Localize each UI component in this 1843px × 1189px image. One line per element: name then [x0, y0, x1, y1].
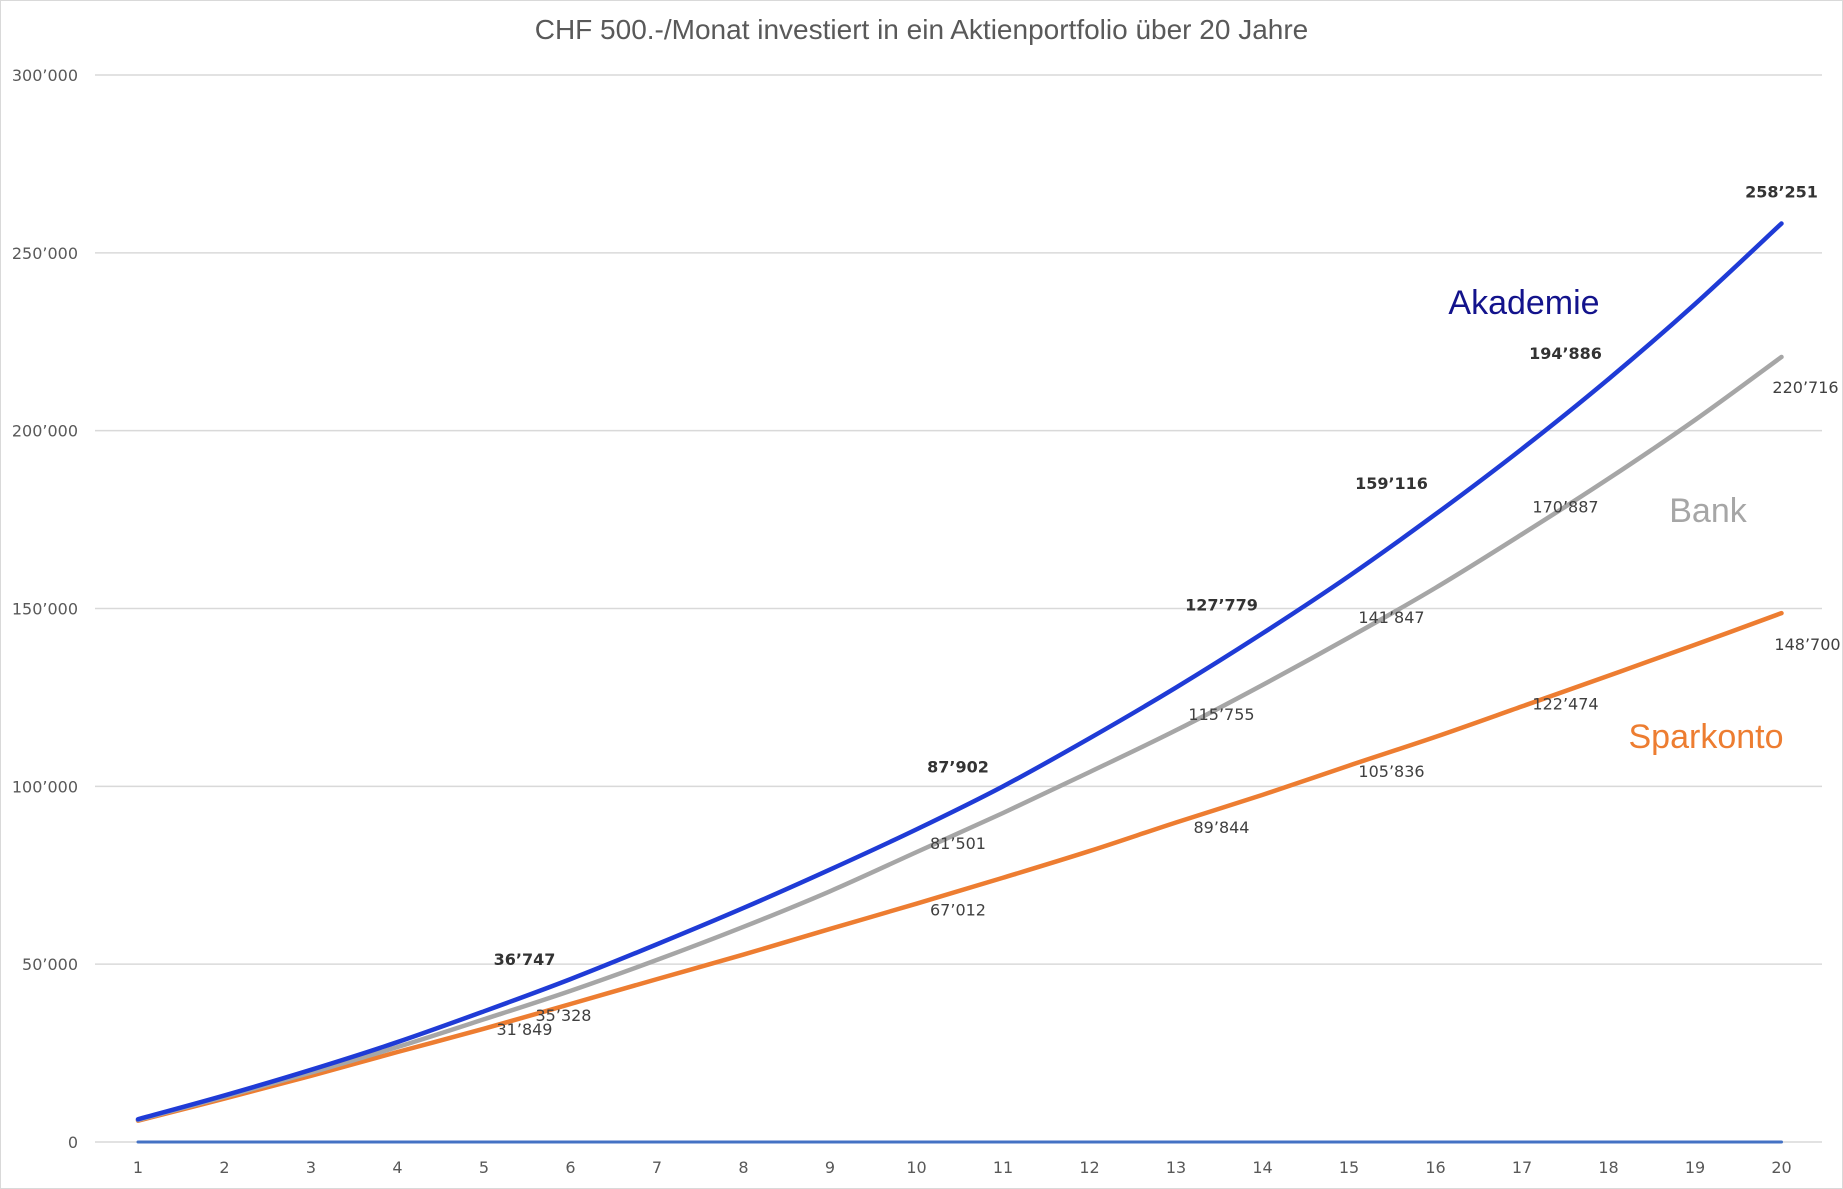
- data-label: 159’116: [1355, 474, 1428, 493]
- x-tick-label: 14: [1252, 1158, 1272, 1177]
- gridlines: [95, 74, 1822, 1143]
- data-label: 127’779: [1185, 595, 1258, 614]
- y-tick-label: 250’000: [12, 244, 78, 263]
- data-label: 36’747: [494, 950, 556, 969]
- x-axis-ticks: 1 2 3 4 5 6 7 8 9 10 11 12 13 14 15 16 17 18 19 20: [133, 1158, 1792, 1177]
- x-tick-label: 4: [392, 1158, 402, 1177]
- data-label: 67’012: [930, 901, 986, 920]
- x-tick-label: 16: [1425, 1158, 1445, 1177]
- series-line-bank: [135, 354, 1784, 1123]
- series-name-label: Sparkonto: [1629, 718, 1784, 756]
- data-label: 35’328: [536, 1006, 592, 1025]
- data-label: 105’836: [1358, 762, 1424, 781]
- x-tick-label: 17: [1512, 1158, 1532, 1177]
- data-label: 87’902: [927, 757, 989, 776]
- data-label: 141’847: [1358, 608, 1424, 627]
- data-label: 115’755: [1188, 705, 1254, 724]
- data-label: 31’849: [497, 1020, 553, 1039]
- x-tick-label: 8: [738, 1158, 748, 1177]
- x-tick-label: 10: [906, 1158, 926, 1177]
- data-label: 220’716: [1772, 378, 1838, 397]
- data-label: 170’887: [1532, 498, 1598, 517]
- data-label: 194’886: [1529, 344, 1602, 363]
- x-tick-label: 11: [993, 1158, 1013, 1177]
- data-label: 89’844: [1194, 818, 1250, 837]
- data-label: 148’700: [1774, 635, 1840, 654]
- series-lines: [135, 221, 1784, 1144]
- series-line-akademie: [135, 221, 1784, 1122]
- y-tick-label: 300’000: [12, 66, 78, 85]
- x-tick-label: 2: [219, 1158, 229, 1177]
- x-tick-label: 13: [1166, 1158, 1186, 1177]
- x-tick-label: 12: [1079, 1158, 1099, 1177]
- y-tick-label: 150’000: [12, 600, 78, 619]
- x-tick-label: 19: [1685, 1158, 1705, 1177]
- series-name-label: Akademie: [1448, 284, 1599, 322]
- y-tick-label: 0: [68, 1133, 78, 1152]
- x-tick-label: 15: [1339, 1158, 1359, 1177]
- y-axis-ticks: 0 50’000 100’000 150’000 200’000 250’000 300’0…: [12, 66, 78, 1152]
- x-tick-label: 5: [479, 1158, 489, 1177]
- x-tick-label: 18: [1598, 1158, 1618, 1177]
- x-tick-label: 3: [306, 1158, 316, 1177]
- data-label: 258’251: [1745, 182, 1818, 201]
- data-label: 122’474: [1532, 695, 1598, 714]
- x-tick-label: 9: [825, 1158, 835, 1177]
- series-name-label: Bank: [1669, 492, 1747, 530]
- series-names: Akademie Bank Sparkonto: [1448, 284, 1783, 756]
- x-tick-label: 20: [1771, 1158, 1791, 1177]
- x-tick-label: 6: [565, 1158, 575, 1177]
- chart-title: CHF 500.-/Monat investiert in ein Aktien…: [534, 14, 1309, 45]
- data-labels: 36’747 87’902 127’779 159’116 194’886 258’251…: [494, 182, 1841, 1039]
- series-line-sparkonto: [135, 610, 1784, 1123]
- y-tick-label: 50’000: [22, 955, 78, 974]
- y-tick-label: 200’000: [12, 422, 78, 441]
- x-tick-label: 7: [652, 1158, 662, 1177]
- y-tick-label: 100’000: [12, 777, 78, 796]
- x-tick-label: 1: [133, 1158, 143, 1177]
- data-label: 81’501: [930, 834, 986, 853]
